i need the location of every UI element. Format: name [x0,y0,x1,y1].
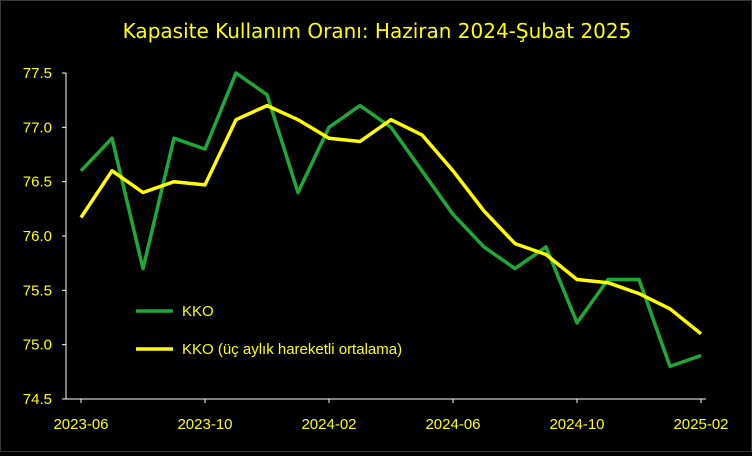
series-line-1 [79,71,702,369]
y-tick-label: 76.5 [23,174,52,191]
legend-label-2: KKO (üç aylık hareketli ortalama) [182,341,402,358]
x-tick-label: 2023-10 [177,416,232,433]
x-tick-label: 2024-10 [549,416,604,433]
y-tick-label: 75.0 [23,337,52,354]
y-tick-label: 77.0 [23,119,52,136]
y-tick-label: 77.5 [23,65,52,82]
y-tick-label: 76.0 [23,228,52,245]
x-tick-label: 2025-02 [673,416,728,433]
chart-title: Kapasite Kullanım Oranı: Haziran 2024-Şu… [122,19,632,43]
x-tick-label: 2023-06 [53,416,108,433]
series-line-2 [79,103,703,336]
y-tick-label: 74.5 [23,391,52,408]
x-tick-label: 2024-02 [301,416,356,433]
x-tick-label: 2024-06 [425,416,480,433]
y-tick-label: 75.5 [23,282,52,299]
legend-label-1: KKO [182,303,214,320]
